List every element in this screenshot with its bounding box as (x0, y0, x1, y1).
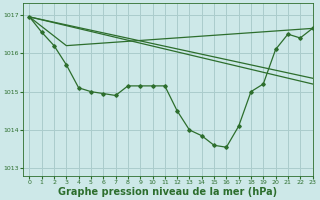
X-axis label: Graphe pression niveau de la mer (hPa): Graphe pression niveau de la mer (hPa) (58, 187, 277, 197)
